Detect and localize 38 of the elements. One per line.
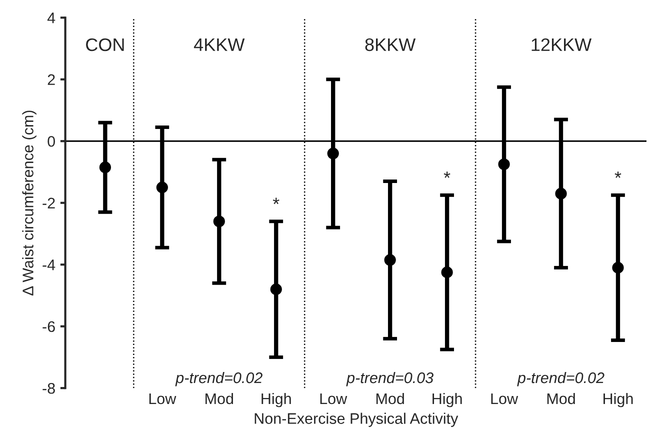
x-tick-label: Mod (376, 392, 404, 404)
annotation: * (444, 172, 450, 178)
annotation: p-trend=0.03 (346, 372, 434, 386)
y-tick-label: -6 (42, 321, 55, 332)
x-tick-label: High (432, 392, 462, 408)
y-tick-label: 4 (47, 12, 56, 24)
x-tick-label: Low (320, 394, 348, 404)
point (441, 266, 453, 278)
y-tick-label: -2 (42, 198, 55, 208)
x-tick-label: Low (491, 394, 518, 404)
point (498, 158, 510, 170)
point (555, 188, 567, 200)
annotation: * (614, 172, 622, 178)
annotation: p-trend=0.02 (517, 372, 604, 386)
point (612, 262, 624, 274)
annotation: * (272, 198, 280, 204)
x-tick-label: Mod (206, 392, 234, 404)
y-tick-label: -4 (42, 260, 56, 270)
annotation: 12KKW (532, 38, 592, 51)
point (213, 216, 225, 228)
point (156, 182, 168, 194)
x-tick-label: Mod (547, 392, 575, 404)
annotation: p-trend=0.02 (175, 372, 262, 386)
y-tick-label: -8 (42, 382, 55, 394)
annotation: 4KKW (194, 38, 245, 51)
y-tick-label: 0 (48, 136, 55, 147)
point (384, 254, 396, 266)
y-tick-label: 2 (48, 74, 55, 85)
x-tick-label: High (262, 392, 291, 408)
point (99, 162, 111, 174)
y-axis-title: Δ Waist circumference (cm) (22, 110, 36, 296)
annotation: CON (86, 38, 124, 52)
annotation: 8KKW (365, 38, 416, 52)
x-tick-label: High (604, 392, 633, 408)
x-tick-label: Low (149, 394, 176, 404)
point (327, 148, 339, 160)
x-axis-title: Non-Exercise Physical Activity (254, 412, 458, 427)
point (270, 283, 282, 296)
